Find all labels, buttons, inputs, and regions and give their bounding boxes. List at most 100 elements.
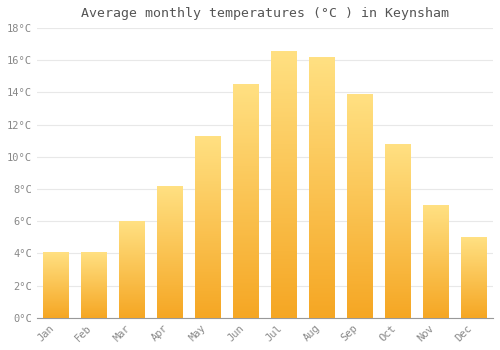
Bar [118, 250, 145, 251]
Bar [194, 210, 221, 211]
Bar [422, 217, 450, 218]
Bar [194, 220, 221, 222]
Bar [194, 163, 221, 164]
Bar [232, 303, 259, 304]
Bar [156, 287, 183, 288]
Bar [346, 204, 374, 205]
Bar [118, 251, 145, 252]
Bar [270, 250, 297, 251]
Bar [194, 262, 221, 263]
Bar [422, 233, 450, 234]
Bar [232, 222, 259, 223]
Bar [346, 151, 374, 152]
Bar [270, 280, 297, 282]
Bar [156, 277, 183, 278]
Bar [460, 289, 487, 290]
Bar [308, 130, 336, 131]
Bar [346, 189, 374, 190]
Bar [194, 159, 221, 160]
Bar [118, 267, 145, 268]
Bar [270, 220, 297, 222]
Bar [194, 176, 221, 177]
Bar [270, 176, 297, 177]
Bar [232, 273, 259, 275]
Bar [232, 149, 259, 150]
Bar [232, 131, 259, 132]
Bar [270, 275, 297, 276]
Bar [346, 158, 374, 159]
Bar [346, 255, 374, 256]
Bar [308, 108, 336, 109]
Bar [422, 299, 450, 300]
Bar [460, 278, 487, 279]
Bar [308, 268, 336, 270]
Bar [422, 236, 450, 237]
Bar [270, 267, 297, 268]
Bar [422, 297, 450, 298]
Bar [346, 293, 374, 294]
Bar [460, 270, 487, 271]
Bar [232, 173, 259, 174]
Bar [156, 201, 183, 202]
Bar [156, 250, 183, 251]
Bar [346, 243, 374, 244]
Bar [422, 293, 450, 294]
Bar [384, 208, 411, 209]
Bar [232, 214, 259, 215]
Bar [194, 206, 221, 207]
Bar [270, 93, 297, 95]
Bar [156, 224, 183, 225]
Bar [384, 263, 411, 264]
Bar [194, 213, 221, 214]
Bar [118, 310, 145, 311]
Bar [194, 236, 221, 237]
Bar [346, 167, 374, 168]
Bar [232, 304, 259, 305]
Bar [156, 188, 183, 189]
Bar [384, 204, 411, 205]
Bar [270, 248, 297, 250]
Bar [118, 311, 145, 312]
Bar [270, 204, 297, 205]
Bar [194, 162, 221, 163]
Bar [270, 61, 297, 63]
Bar [346, 184, 374, 185]
Bar [156, 271, 183, 272]
Bar [194, 174, 221, 175]
Bar [384, 281, 411, 282]
Bar [308, 316, 336, 318]
Bar [384, 283, 411, 284]
Bar [308, 241, 336, 242]
Bar [422, 300, 450, 301]
Bar [308, 87, 336, 88]
Bar [270, 121, 297, 123]
Bar [384, 288, 411, 289]
Bar [422, 288, 450, 289]
Bar [232, 180, 259, 181]
Bar [232, 283, 259, 284]
Bar [270, 255, 297, 257]
Bar [422, 224, 450, 225]
Bar [270, 224, 297, 226]
Bar [460, 296, 487, 297]
Bar [156, 305, 183, 306]
Bar [194, 198, 221, 199]
Bar [118, 277, 145, 278]
Bar [194, 229, 221, 230]
Bar [118, 289, 145, 290]
Bar [156, 189, 183, 190]
Bar [118, 305, 145, 306]
Bar [194, 289, 221, 290]
Bar [232, 207, 259, 208]
Bar [270, 314, 297, 315]
Bar [308, 199, 336, 201]
Bar [346, 205, 374, 206]
Bar [270, 260, 297, 262]
Bar [346, 310, 374, 311]
Bar [118, 241, 145, 242]
Bar [156, 268, 183, 269]
Bar [118, 316, 145, 317]
Bar [346, 274, 374, 275]
Bar [422, 258, 450, 259]
Bar [232, 269, 259, 270]
